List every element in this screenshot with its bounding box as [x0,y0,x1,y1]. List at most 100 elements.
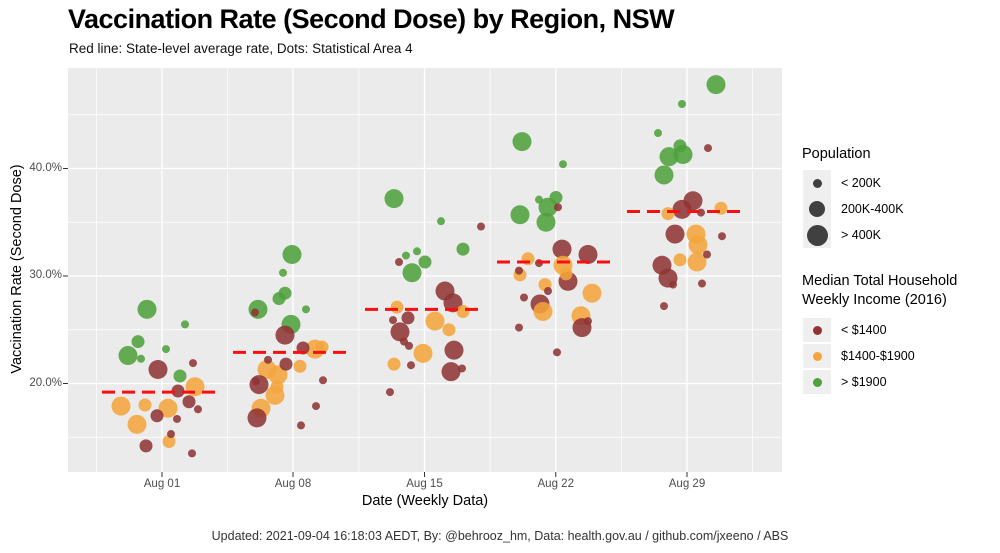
sa4-data-point[interactable] [247,408,267,428]
sa4-data-point[interactable] [407,361,415,370]
sa4-data-point[interactable] [659,147,679,167]
sa4-data-point[interactable] [654,165,674,185]
sa4-data-point[interactable] [158,398,178,418]
sa4-data-point[interactable] [654,129,662,138]
sa4-data-point[interactable] [512,132,532,152]
sa4-data-point[interactable] [405,341,413,350]
sa4-data-point[interactable] [402,251,410,260]
sa4-data-point[interactable] [559,160,567,169]
sa4-data-point[interactable] [171,384,185,398]
sa4-data-point[interactable] [150,409,164,423]
sa4-data-point[interactable] [131,335,145,349]
sa4-data-point[interactable] [162,345,170,354]
sa4-data-point[interactable] [535,195,543,204]
sa4-data-point[interactable] [688,235,708,255]
sa4-data-point[interactable] [437,217,445,226]
sa4-data-point[interactable] [297,421,305,430]
sa4-data-point[interactable] [194,405,202,414]
sa4-data-point[interactable] [279,357,293,371]
sa4-data-point[interactable] [189,359,197,368]
sa4-data-point[interactable] [173,414,181,423]
sa4-data-point[interactable] [188,449,196,458]
sa4-data-point[interactable] [275,325,295,345]
sa4-data-point[interactable] [384,189,404,209]
sa4-data-point[interactable] [442,323,456,337]
sa4-data-point[interactable] [718,232,726,241]
sa4-data-point[interactable] [389,316,397,325]
sa4-data-point[interactable] [148,360,168,380]
sa4-data-point[interactable] [456,304,470,318]
sa4-data-point[interactable] [549,191,563,205]
sa4-data-point[interactable] [138,398,152,412]
sa4-data-point[interactable] [413,343,433,363]
sa4-data-point[interactable] [402,263,422,283]
sa4-data-point[interactable] [268,365,288,385]
sa4-data-point[interactable] [249,375,269,395]
sa4-data-point[interactable] [252,377,260,386]
sa4-data-point[interactable] [552,239,572,259]
sa4-data-point[interactable] [302,305,310,314]
sa4-data-point[interactable] [515,323,523,332]
sa4-data-point[interactable] [515,266,523,275]
sa4-data-point[interactable] [315,340,329,354]
sa4-data-point[interactable] [665,224,685,244]
sa4-data-point[interactable] [673,139,687,153]
sa4-data-point[interactable] [520,293,528,302]
sa4-data-point[interactable] [293,359,307,373]
sa4-data-point[interactable] [578,245,598,264]
sa4-data-point[interactable] [660,302,668,311]
sa4-data-point[interactable] [544,287,552,296]
sa4-data-point[interactable] [441,362,461,382]
sa4-data-point[interactable] [687,252,707,272]
sa4-data-point[interactable] [669,280,677,289]
sa4-data-point[interactable] [661,207,675,221]
sa4-data-point[interactable] [390,300,404,314]
sa4-data-point[interactable] [173,369,187,383]
sa4-data-point[interactable] [672,199,692,219]
sa4-data-point[interactable] [312,402,320,411]
sa4-data-point[interactable] [162,435,176,449]
sa4-data-point[interactable] [167,430,175,439]
sa4-data-point[interactable] [401,311,415,325]
sa4-data-point[interactable] [704,144,712,153]
sa4-data-point[interactable] [477,222,485,231]
sa4-data-point[interactable] [425,311,445,331]
sa4-data-point[interactable] [395,258,403,267]
sa4-data-point[interactable] [127,414,147,434]
sa4-data-point[interactable] [554,203,562,212]
sa4-data-point[interactable] [510,205,530,225]
sa4-data-point[interactable] [137,299,157,319]
sa4-data-point[interactable] [678,100,686,108]
sa4-data-point[interactable] [458,364,466,373]
sa4-data-point[interactable] [272,292,286,306]
sa4-data-point[interactable] [264,355,272,364]
sa4-data-point[interactable] [181,320,189,329]
sa4-data-point[interactable] [251,308,259,317]
sa4-data-point[interactable] [137,354,145,363]
sa4-data-point[interactable] [282,245,302,264]
sa4-data-point[interactable] [698,279,706,288]
sa4-data-point[interactable] [270,380,284,394]
sa4-data-point[interactable] [139,439,153,453]
sa4-data-point[interactable] [279,268,287,277]
sa4-data-point[interactable] [536,212,556,232]
sa4-data-point[interactable] [248,299,268,319]
sa4-data-point[interactable] [584,317,592,326]
sa4-data-point[interactable] [456,242,470,256]
sa4-data-point[interactable] [553,348,561,357]
sa4-data-point[interactable] [559,267,573,281]
sa4-data-point[interactable] [703,250,711,259]
sa4-data-point[interactable] [582,283,602,303]
sa4-data-point[interactable] [118,346,138,366]
sa4-data-point[interactable] [413,247,421,256]
sa4-data-point[interactable] [390,322,410,342]
sa4-data-point[interactable] [182,395,196,409]
sa4-data-point[interactable] [443,293,463,313]
sa4-data-point[interactable] [673,253,687,267]
sa4-data-point[interactable] [418,255,432,269]
sa4-data-point[interactable] [319,376,327,385]
sa4-data-point[interactable] [706,75,726,95]
sa4-data-point[interactable] [111,396,131,416]
sa4-data-point[interactable] [533,301,553,321]
sa4-data-point[interactable] [444,340,464,360]
